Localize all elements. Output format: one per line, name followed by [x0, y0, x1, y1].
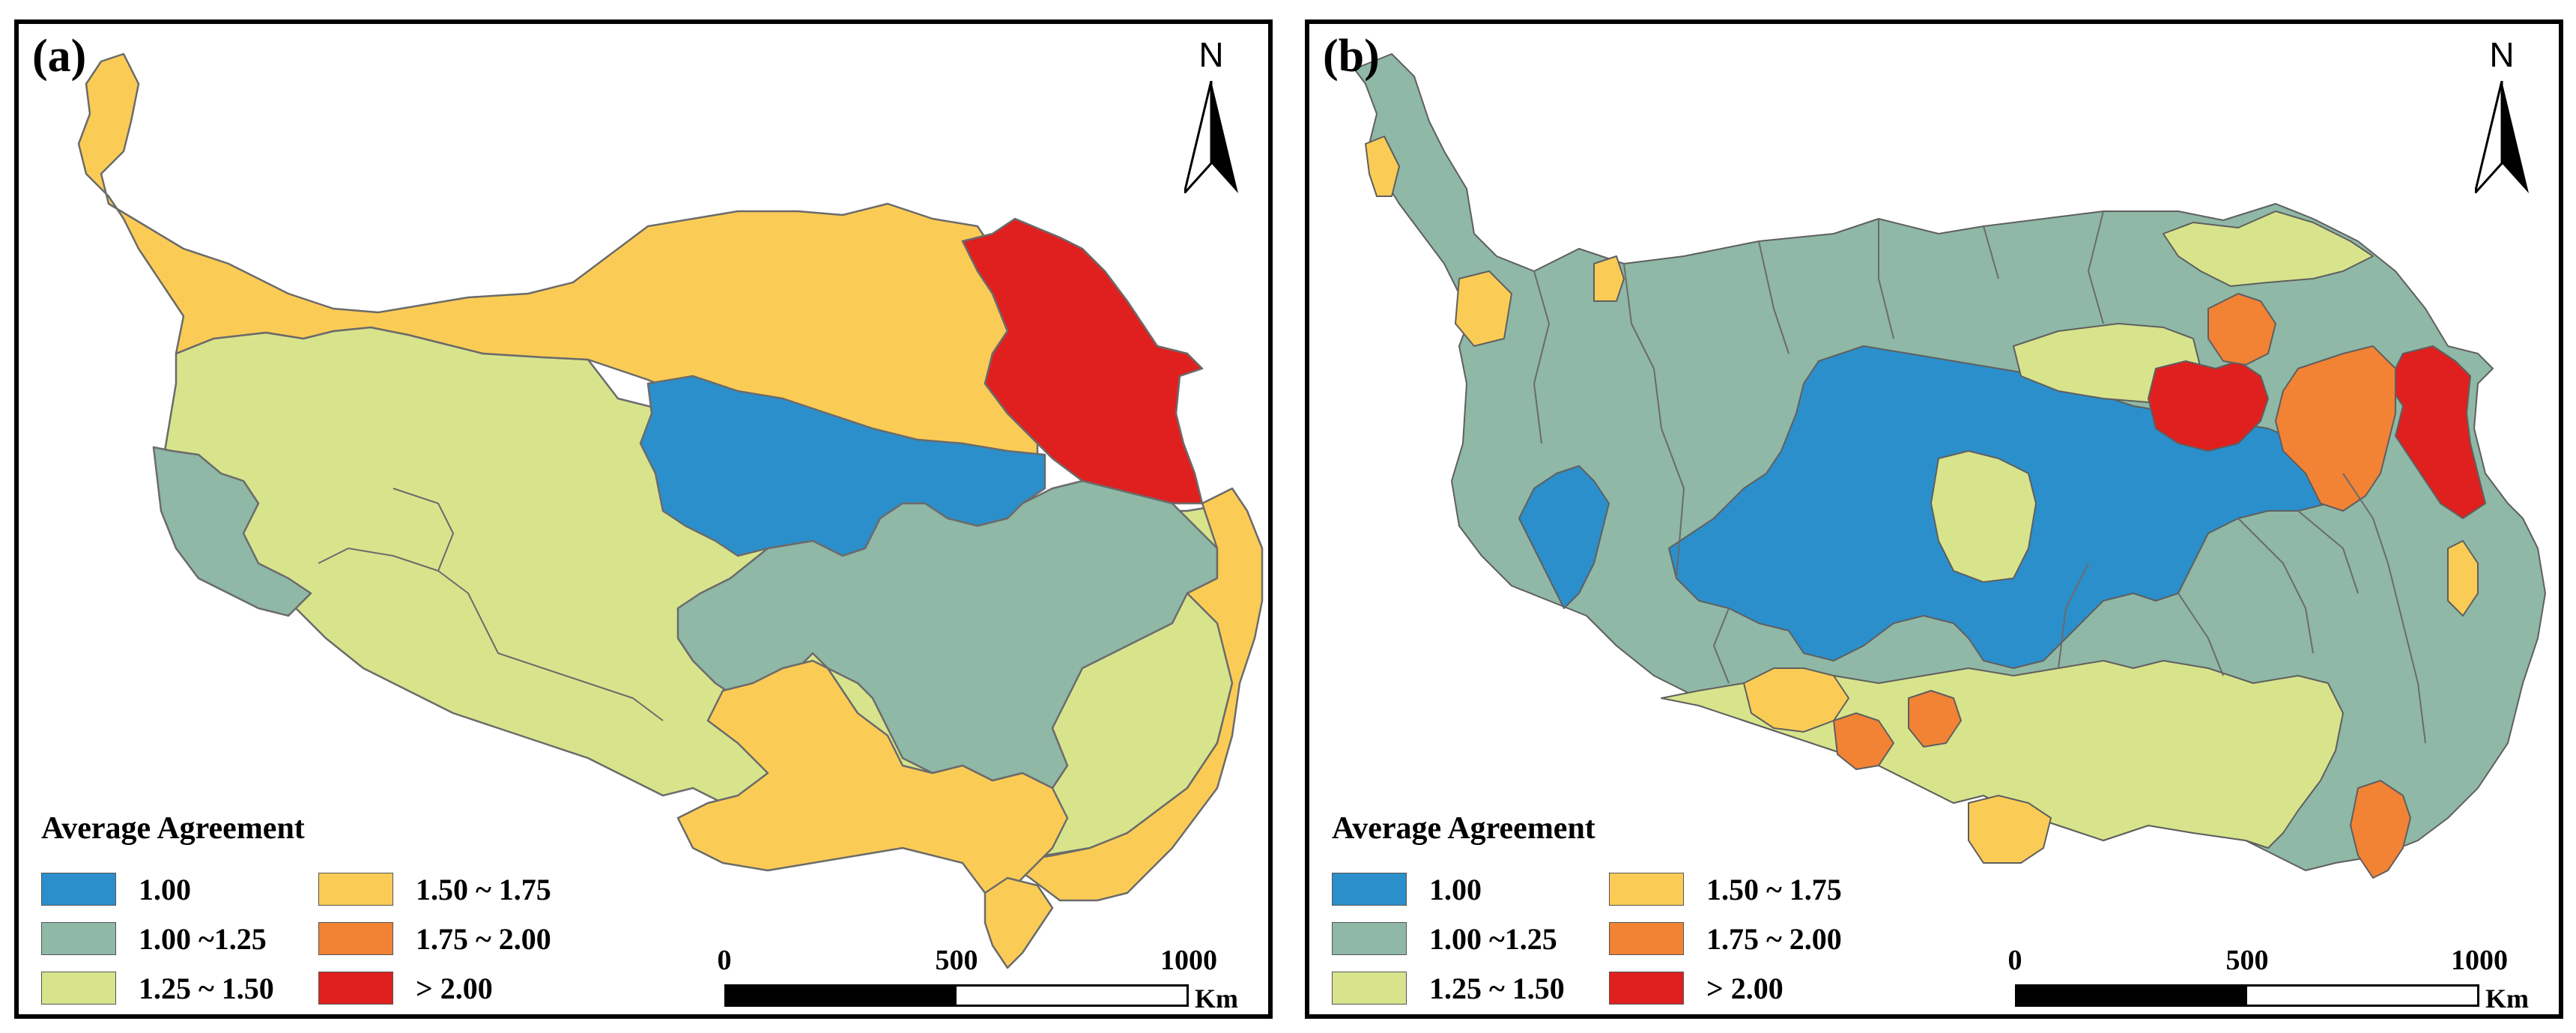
legend-label: 1.00 ~1.25 — [139, 921, 267, 956]
north-arrow-a: N — [1174, 34, 1249, 199]
legend-swatch — [41, 972, 116, 1005]
region-south-orange-2 — [1908, 690, 1962, 748]
scale-tick: 0 — [717, 945, 732, 976]
scale-tick: 1000 — [2451, 945, 2508, 976]
region-northwest-yellow-2 — [1455, 270, 1512, 347]
boundary-lines-west — [318, 488, 664, 721]
legend-label: 1.75 ~ 2.00 — [1706, 921, 1842, 956]
map-b — [1354, 53, 2546, 879]
legend-label: 1.50 ~ 1.75 — [416, 872, 551, 906]
map-a — [77, 52, 1264, 969]
region-south-orange-1 — [1833, 712, 1894, 770]
region-red-cluster-east — [2387, 345, 2486, 519]
region-northeast-light-green — [2163, 210, 2374, 287]
region-orange-north — [2207, 293, 2276, 366]
legend-title: Average Agreement — [1332, 811, 1595, 846]
scale-tick: 0 — [2007, 945, 2022, 976]
legend-swatch — [1609, 922, 1684, 955]
legend-b: Average Agreement 1.00 1.00 ~1.25 1.25 ~… — [1332, 811, 1976, 1005]
region-west-teal — [152, 446, 312, 617]
legend-label: 1.00 ~1.25 — [1429, 921, 1557, 956]
legend-swatch — [1332, 922, 1407, 955]
legend-swatch — [1332, 972, 1407, 1005]
scale-bar-graphic — [2015, 984, 2479, 1007]
panel-label-a: (a) — [32, 31, 87, 82]
panel-label-b: (b) — [1323, 31, 1380, 82]
legend-item: > 2.00 — [318, 969, 493, 1007]
scale-bar-fill — [2017, 987, 2247, 1005]
region-center-light-green — [1930, 450, 2037, 583]
region-east-red — [961, 217, 1204, 505]
legend-item: 1.75 ~ 2.00 — [318, 920, 551, 957]
region-east-yellow — [2447, 540, 2479, 617]
legend-swatch — [41, 873, 116, 906]
region-northwest-yellow-3 — [1593, 255, 1625, 302]
legend-item: 1.25 ~ 1.50 — [1332, 969, 1565, 1007]
legend-title: Average Agreement — [41, 811, 305, 846]
legend-item: 1.75 ~ 2.00 — [1609, 920, 1842, 957]
region-south-yellow-2 — [1968, 795, 2052, 864]
scale-tick: 1000 — [1160, 945, 1217, 976]
legend-a: Average Agreement 1.00 1.00 ~1.25 1.25 ~… — [41, 811, 685, 1005]
north-arrow-icon — [1184, 81, 1238, 193]
legend-item: 1.50 ~ 1.75 — [318, 870, 551, 908]
region-southern-tail-yellow — [984, 876, 1054, 969]
legend-label: 1.25 ~ 1.50 — [1429, 971, 1565, 1005]
map-panel-b: (b) N Average Agreement 1.00 1.00 ~1.25 … — [1305, 19, 2563, 1019]
legend-item: > 2.00 — [1609, 969, 1783, 1007]
legend-swatch — [1609, 873, 1684, 906]
scale-unit: Km — [2485, 984, 2529, 1014]
region-west-blue — [1518, 465, 1610, 609]
legend-swatch — [318, 873, 393, 906]
region-northwest-yellow-1 — [1365, 136, 1400, 197]
scale-bar-fill — [727, 987, 957, 1005]
scale-bar-b: 0 500 1000 Km — [2008, 944, 2554, 1014]
legend-swatch — [1332, 873, 1407, 906]
legend-label: 1.00 — [1429, 872, 1482, 906]
region-red-cluster — [2148, 360, 2269, 452]
legend-swatch — [318, 922, 393, 955]
legend-item: 1.25 ~ 1.50 — [41, 969, 274, 1007]
north-letter: N — [2489, 35, 2515, 74]
region-orange-southeast — [2350, 780, 2411, 879]
north-arrow-b: N — [2464, 34, 2539, 199]
scale-unit: Km — [1195, 984, 1238, 1014]
region-orange-east — [2275, 345, 2396, 512]
legend-label: > 2.00 — [416, 971, 493, 1005]
scale-tick: 500 — [2225, 945, 2269, 976]
region-south-yellow-1 — [1743, 667, 1849, 733]
legend-label: 1.00 — [139, 872, 191, 906]
legend-label: 1.25 ~ 1.50 — [139, 971, 274, 1005]
scale-bar-graphic — [724, 984, 1189, 1007]
map-panel-a: (a) N Average Agreement 1.00 1.00 ~1.25 … — [14, 19, 1273, 1019]
legend-label: 1.50 ~ 1.75 — [1706, 872, 1842, 906]
legend-item: 1.00 ~1.25 — [41, 920, 267, 957]
legend-label: > 2.00 — [1706, 971, 1783, 1005]
scale-tick: 500 — [935, 945, 978, 976]
region-east-yellow — [1006, 487, 1264, 902]
legend-label: 1.75 ~ 2.00 — [416, 921, 551, 956]
county-boundaries — [1533, 210, 2426, 744]
legend-item: 1.00 ~1.25 — [1332, 920, 1557, 957]
north-arrow-icon — [2475, 81, 2529, 193]
legend-swatch — [1609, 972, 1684, 1005]
legend-swatch — [41, 922, 116, 955]
north-letter: N — [1198, 35, 1224, 74]
legend-item: 1.50 ~ 1.75 — [1609, 870, 1842, 908]
legend-item: 1.00 — [1332, 870, 1482, 908]
scale-bar-a: 0 500 1000 Km — [718, 944, 1264, 1014]
legend-item: 1.00 — [41, 870, 191, 908]
legend-swatch — [318, 972, 393, 1005]
